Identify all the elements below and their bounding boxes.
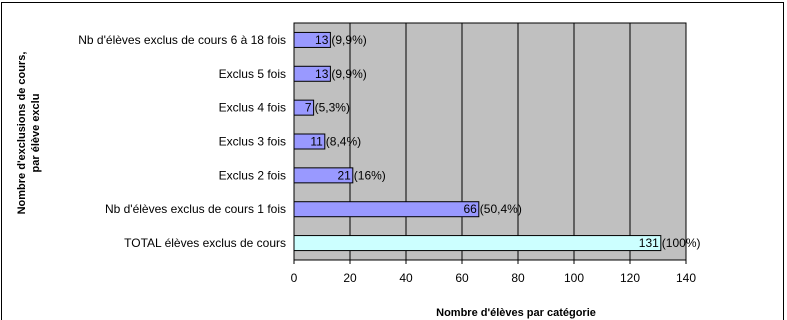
category-label-0: Nb d'élèves exclus de cours 6 à 18 fois (78, 33, 286, 47)
plot-area (294, 23, 686, 260)
tick-label-60: 60 (455, 271, 469, 285)
tick-label-100: 100 (564, 271, 584, 285)
category-labels: Nb d'élèves exclus de cours 6 à 18 fois E… (78, 33, 286, 250)
data-label-value-6: 131 (639, 236, 659, 250)
data-label-percent-3: (8,4%) (326, 135, 361, 149)
data-labels: 13 (9,9%)13 (9,9%)7 (5,3%)11 (8,4%)21 (16%)66… (305, 33, 701, 250)
data-label-percent-6: (100%) (662, 236, 701, 250)
y-axis-title-line1: Nombre d'exclusions de cours, (16, 52, 28, 215)
data-label-percent-5: (50,4%) (480, 202, 522, 216)
category-label-3: Exclus 3 fois (219, 135, 286, 149)
bars (293, 31, 662, 252)
data-label-value-4: 21 (337, 168, 351, 182)
data-label-percent-2: (5,3%) (315, 101, 350, 115)
tick-label-40: 40 (399, 271, 413, 285)
data-label-value-1: 13 (315, 67, 329, 81)
y-axis-title-line2: par élève exclu (30, 94, 42, 173)
bar-6 (293, 235, 662, 252)
category-label-2: Exclus 4 fois (219, 101, 286, 115)
x-tick-labels: 0 20 40 60 80 100 120 140 (291, 260, 696, 285)
data-label-percent-0: (9,9%) (331, 33, 366, 47)
category-label-5: Nb d'élèves exclus de cours 1 fois (105, 202, 286, 216)
data-label-value-5: 66 (463, 202, 477, 216)
tick-label-0: 0 (291, 271, 298, 285)
category-label-6: TOTAL élèves exclus de cours (124, 236, 286, 250)
tick-label-120: 120 (620, 271, 640, 285)
tick-label-140: 140 (676, 271, 696, 285)
category-label-4: Exclus 2 fois (219, 168, 286, 182)
data-label-value-2: 7 (305, 101, 312, 115)
x-axis-title: Nombre d'élèves par catégorie (436, 307, 596, 319)
data-label-value-3: 11 (310, 135, 323, 149)
data-label-percent-4: (16%) (354, 168, 386, 182)
bar-5 (293, 201, 480, 218)
tick-label-20: 20 (343, 271, 357, 285)
data-label-percent-1: (9,9%) (331, 67, 366, 81)
category-label-1: Exclus 5 fois (219, 67, 286, 81)
data-label-value-0: 13 (315, 33, 329, 47)
tick-label-80: 80 (511, 271, 525, 285)
